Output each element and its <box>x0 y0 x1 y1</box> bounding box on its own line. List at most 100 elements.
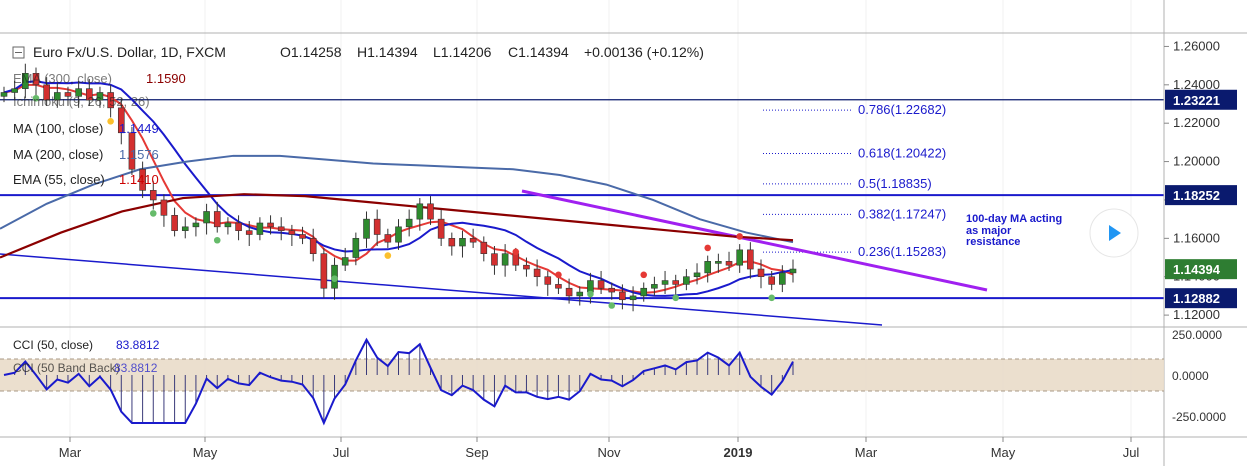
cci-value-2: 83.8812 <box>114 361 158 375</box>
candle-body <box>75 88 82 97</box>
candle-body <box>384 234 392 243</box>
candle-body <box>128 132 136 170</box>
candle-body <box>544 276 552 285</box>
signal-dot <box>704 244 712 252</box>
candle-body <box>160 199 168 216</box>
candle-body <box>363 218 370 239</box>
candle-body <box>672 280 680 285</box>
candle-body <box>181 226 189 231</box>
time-tick-label: May <box>991 445 1016 460</box>
candle-body <box>22 73 29 89</box>
candle-body <box>501 253 509 266</box>
candle-body <box>747 249 754 270</box>
candle-body <box>715 261 722 264</box>
price-tick-label: 1.16000 <box>1173 230 1220 245</box>
candle-body <box>640 287 648 297</box>
cci-value: 83.8812 <box>116 338 160 352</box>
price-tick-label: 1.22000 <box>1173 115 1220 130</box>
candle-body <box>736 249 743 266</box>
ohlc-low: L1.14206 <box>433 44 492 60</box>
cci-tick-bottom: -250.0000 <box>1172 410 1226 424</box>
candle-body <box>608 287 616 293</box>
indicator-value: 1.1410 <box>119 172 159 187</box>
candle-body <box>224 222 232 228</box>
price-badge-label: 1.23221 <box>1173 93 1220 108</box>
candle-body <box>256 222 264 235</box>
time-tick-label: Sep <box>465 445 488 460</box>
ohlc-high: H1.14394 <box>357 44 418 60</box>
candle-body <box>85 88 93 101</box>
time-tick-label: May <box>193 445 218 460</box>
signal-dot <box>608 302 616 309</box>
signal-dot <box>107 117 114 125</box>
candle-body <box>171 215 178 231</box>
indicator-legend: EMA (300, close) 1.1590 Ichimoku (9, 26, 5… <box>13 71 186 187</box>
horizontal-support-resistance <box>0 99 1164 300</box>
candle-body <box>693 272 701 278</box>
indicator-label: EMA (55, close) <box>13 172 105 187</box>
candle-body <box>352 238 360 258</box>
candle-body <box>309 238 317 254</box>
price-tick-label: 1.12000 <box>1173 307 1220 322</box>
fib-level-label: 0.5(1.18835) <box>858 176 932 191</box>
ohlc-close: C1.14394 <box>508 44 569 60</box>
cci-pane: CCI (50, close) 83.8812 CCI (50 Band Bac… <box>0 328 1226 426</box>
indicator-label: EMA (300, close) <box>13 71 112 86</box>
candle-body <box>789 268 797 274</box>
candle-body <box>139 168 146 191</box>
indicator-value: 1.1576 <box>119 147 159 162</box>
candle-body <box>533 268 541 278</box>
candle-body <box>448 238 456 247</box>
channel-lower-trendline <box>0 253 883 326</box>
candle-body <box>523 264 530 270</box>
time-tick-label: Jul <box>333 445 350 460</box>
candle-body <box>54 92 61 101</box>
candle-body <box>11 88 18 93</box>
candle-body <box>107 92 114 109</box>
fib-level-label: 0.618(1.20422) <box>858 145 946 160</box>
price-badges: 1.23221 1.18252 1.14394 1.12882 <box>1165 89 1237 309</box>
candle-body <box>661 280 669 285</box>
cci-line <box>3 337 794 426</box>
time-axis: Mar May Jul Sep Nov 2019 Mar May Jul <box>59 437 1140 460</box>
indicator-value: 1.1590 <box>146 71 186 86</box>
candle-body <box>512 253 520 266</box>
candle-body <box>373 218 381 235</box>
time-tick-label: 2019 <box>724 445 753 460</box>
price-badge-label: 1.18252 <box>1173 188 1220 203</box>
candle-body <box>683 276 690 285</box>
signal-dot <box>768 294 775 302</box>
time-tick-label: Jul <box>1123 445 1140 460</box>
cci-band <box>0 359 1164 391</box>
candle-body <box>149 190 157 201</box>
candle-body <box>395 226 402 243</box>
candle-body <box>587 280 594 293</box>
ohlc-open: O1.14258 <box>280 44 342 60</box>
candle-body <box>43 84 50 101</box>
candle-body <box>459 238 466 247</box>
candle-body <box>288 230 296 235</box>
candle-body <box>725 261 733 266</box>
falling-resistance-trendline <box>521 189 988 292</box>
signal-dots <box>32 94 775 309</box>
signal-dot <box>736 233 743 240</box>
signal-dot <box>512 248 520 256</box>
indicator-label: MA (200, close) <box>13 147 103 162</box>
signal-dot <box>32 94 40 102</box>
candle-body <box>192 222 200 228</box>
fibonacci-labels: 0.786(1.22682) 0.618(1.20422) 0.5(1.18835)… <box>858 102 946 259</box>
candle-body <box>651 284 658 289</box>
play-icon <box>1109 225 1121 241</box>
candle-body <box>565 287 573 297</box>
candle-body <box>427 203 434 220</box>
annotation-line-2: as major <box>966 225 1012 237</box>
play-button[interactable] <box>1089 208 1139 258</box>
candle-body <box>576 291 584 297</box>
time-tick-label: Nov <box>597 445 621 460</box>
price-tick-label: 1.20000 <box>1173 154 1220 169</box>
signal-dot <box>672 294 680 302</box>
candle-body <box>235 222 242 231</box>
candle-body <box>117 107 125 134</box>
indicator-value: 1.1449 <box>119 121 159 136</box>
